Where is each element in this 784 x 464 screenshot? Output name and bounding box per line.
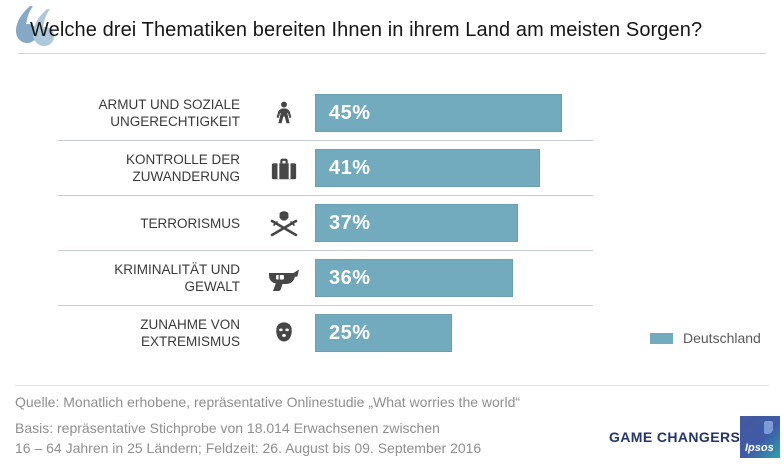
- category-label: TERRORISMUS: [20, 215, 240, 232]
- footer-divider: [15, 385, 769, 386]
- category-label: ZUNAHME VON EXTREMISMUS: [20, 316, 240, 350]
- bar-track: 41%: [315, 149, 593, 187]
- row-divider: [58, 140, 593, 141]
- bar-terrorismus: 37%: [315, 204, 518, 242]
- chart-row: KRIMINALITÄT UND GEWALT 36%: [20, 251, 593, 305]
- game-changers-brand: GAME CHANGERS: [609, 429, 741, 445]
- legend-swatch: [650, 332, 673, 344]
- page-title: Welche drei Thematiken bereiten Ihnen in…: [30, 19, 703, 41]
- ipsos-logo: Ipsos: [740, 416, 780, 458]
- chart-row: ARMUT UND SOZIALE UNGERECHTIGKEIT 45%: [20, 86, 593, 140]
- bar-value-label: 41%: [329, 156, 371, 179]
- row-divider: [58, 195, 593, 196]
- category-label-line: KONTROLLE DER: [125, 152, 240, 167]
- bar-zunahme-von-extremismus: 25%: [315, 314, 452, 352]
- category-label-line: ZUWANDERUNG: [132, 169, 241, 184]
- revolver-icon: [240, 264, 315, 292]
- category-label: KONTROLLE DER ZUWANDERUNG: [20, 151, 240, 185]
- category-label-line: ZUNAHME VON: [140, 317, 240, 332]
- category-label-line: KRIMINALITÄT UND: [114, 262, 240, 277]
- legend-label: Deutschland: [683, 330, 761, 346]
- bar-chart: ARMUT UND SOZIALE UNGERECHTIGKEIT 45% KO…: [20, 86, 593, 360]
- quote-icon: [12, 4, 62, 59]
- category-label-line: EXTREMISMUS: [140, 334, 240, 349]
- row-divider: [58, 250, 593, 251]
- chart-row: ZUNAHME VON EXTREMISMUS 25%: [20, 306, 593, 360]
- category-label: ARMUT UND SOZIALE UNGERECHTIGKEIT: [20, 96, 240, 130]
- bar-kriminalitaet-und-gewalt: 36%: [315, 259, 513, 297]
- bar-value-label: 36%: [329, 266, 371, 289]
- basis-text: Basis: repräsentative Stichprobe von 18.…: [15, 418, 481, 458]
- ipsos-apostrophe-mark: [764, 421, 773, 434]
- bar-track: 25%: [315, 314, 593, 352]
- category-label-line: TERRORISMUS: [140, 215, 240, 231]
- category-label-line: UNGERECHTIGKEIT: [110, 114, 240, 129]
- basis-text-line: 16 – 64 Jahren in 25 Ländern; Feldzeit: …: [15, 440, 482, 456]
- legend: Deutschland: [650, 330, 761, 346]
- chart-row: TERRORISMUS: [20, 196, 593, 250]
- terrorist-icon: [240, 208, 315, 238]
- category-label-line: ARMUT UND SOZIALE: [98, 97, 240, 112]
- bar-armut-und-soziale-ungerechtigkeit: 45%: [315, 94, 562, 132]
- source-text: Quelle: Monatlich erhobene, repräsentati…: [15, 394, 521, 410]
- chart-row: KONTROLLE DER ZUWANDERUNG 41%: [20, 141, 593, 195]
- row-divider: [58, 305, 593, 306]
- bar-track: 45%: [315, 94, 593, 132]
- bar-value-label: 37%: [329, 211, 371, 234]
- person-icon: [240, 95, 315, 131]
- suitcase-icon: [240, 154, 315, 182]
- balaclava-icon: [240, 317, 315, 349]
- header-divider: [18, 53, 766, 54]
- bar-value-label: 25%: [329, 321, 371, 344]
- bar-track: 36%: [315, 259, 593, 297]
- ipsos-logo-text: Ipsos: [745, 442, 774, 454]
- category-label-line: GEWALT: [184, 279, 240, 294]
- basis-text-line: Basis: repräsentative Stichprobe von 18.…: [15, 420, 440, 436]
- bar-value-label: 45%: [329, 101, 371, 124]
- bar-track: 37%: [315, 204, 593, 242]
- category-label: KRIMINALITÄT UND GEWALT: [20, 261, 240, 295]
- bar-kontrolle-der-zuwanderung: 41%: [315, 149, 540, 187]
